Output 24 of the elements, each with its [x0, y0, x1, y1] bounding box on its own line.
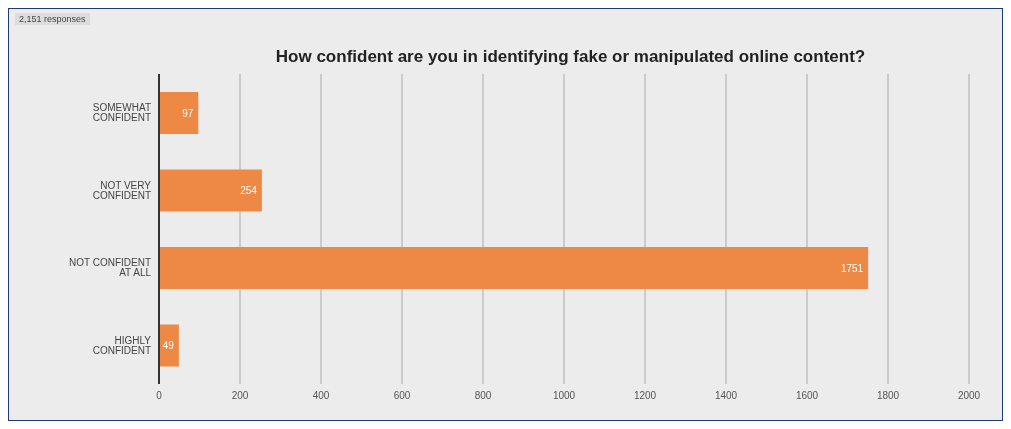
data-label: 1751: [840, 262, 864, 274]
x-tick-label: 800: [474, 390, 492, 402]
x-tick-label: 2000: [957, 390, 981, 402]
x-tick-label: 400: [312, 390, 330, 402]
bar: [159, 169, 262, 212]
bar: [159, 92, 199, 134]
x-tick-label: 1200: [633, 390, 657, 402]
x-tick-label: 600: [393, 390, 411, 402]
chart-title: How confident are you in identifying fake or manipulated online content?: [274, 47, 867, 67]
data-label: 97: [182, 107, 194, 119]
x-tick-label: 1600: [795, 390, 819, 402]
y-tick-label: NOT CONFIDENT AT ALL: [68, 257, 152, 279]
y-tick-label: HIGHLY CONFIDENT: [92, 334, 152, 356]
x-tick-label: 1800: [876, 390, 900, 402]
bar: [159, 247, 869, 289]
text: 2,151 responses: [15, 13, 90, 25]
x-tick-label: 0: [156, 390, 163, 402]
x-tick-label: 1400: [714, 390, 738, 402]
y-tick-label: SOMEWHAT CONFIDENT: [92, 102, 151, 124]
y-tick-label: NOT VERY CONFIDENT: [92, 179, 152, 201]
x-tick-label: 1000: [552, 390, 576, 402]
data-label: 254: [240, 185, 258, 197]
x-tick-label: 200: [231, 390, 249, 402]
data-label: 49: [162, 340, 175, 352]
